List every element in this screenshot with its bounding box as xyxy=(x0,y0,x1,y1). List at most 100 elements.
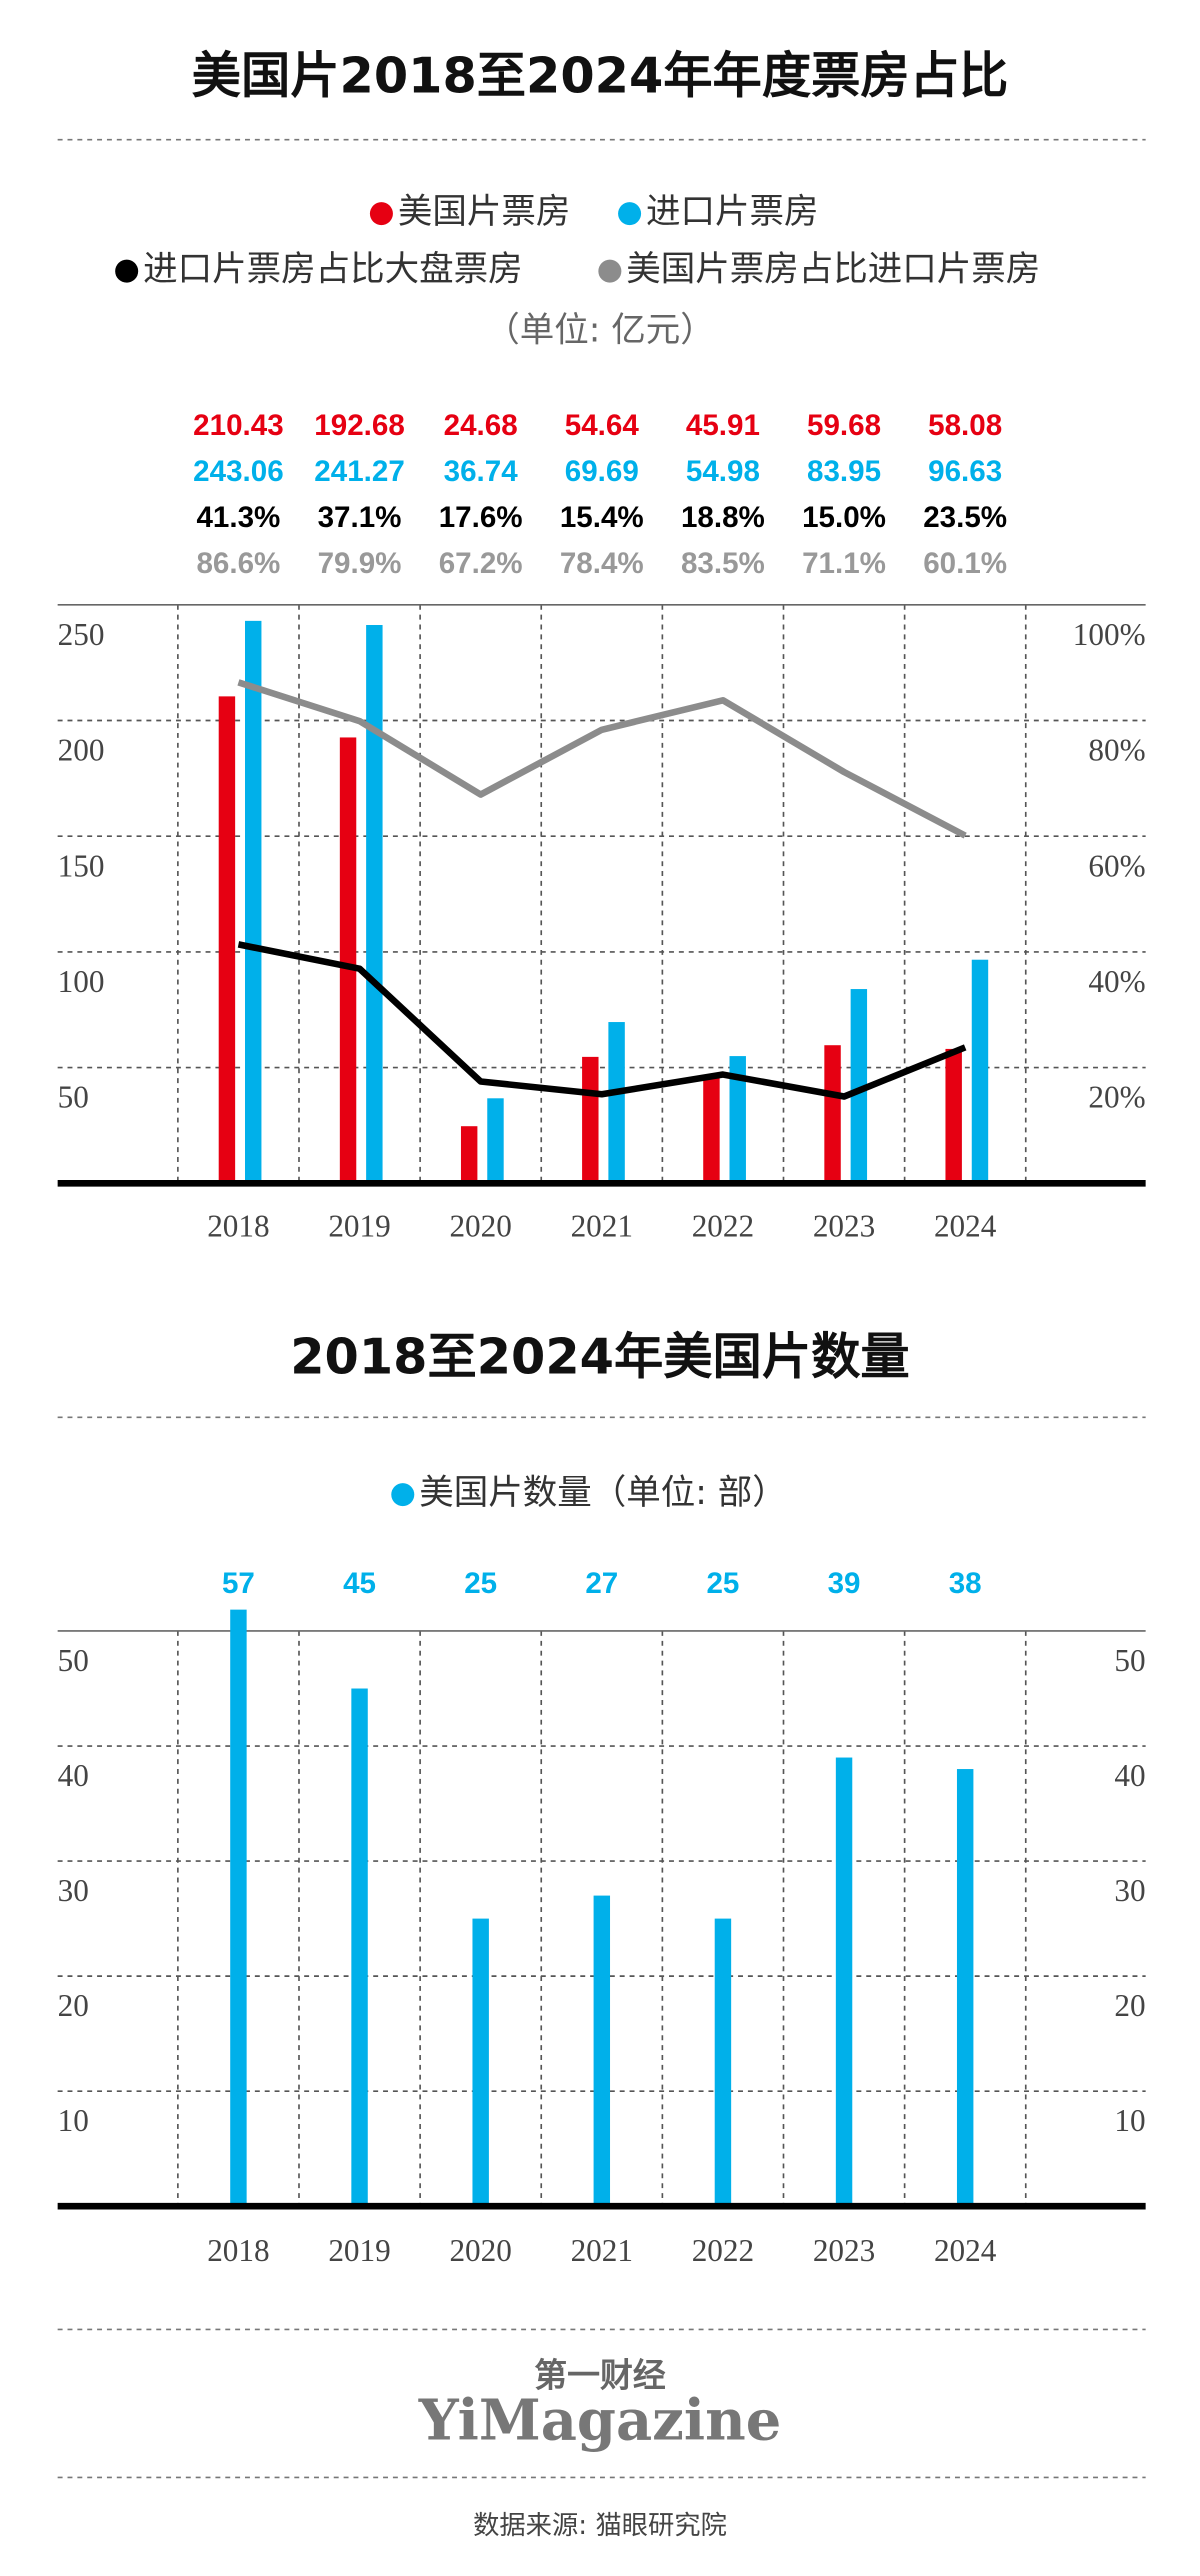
value-label: 96.63 xyxy=(928,455,1002,488)
logo: YiMagazine xyxy=(418,2388,782,2453)
value-label: 25 xyxy=(706,1567,739,1600)
y-tick-label: 50 xyxy=(1114,1643,1145,1678)
y2-tick-label: 40% xyxy=(1088,964,1145,999)
x-tick-label: 2024 xyxy=(934,1209,997,1244)
y2-tick-label: 60% xyxy=(1088,848,1145,883)
bar xyxy=(593,1895,611,2207)
bar xyxy=(245,620,262,1184)
y-tick-label: 40 xyxy=(58,1758,89,1793)
value-label: 54.98 xyxy=(686,455,760,488)
value-label: 18.8% xyxy=(681,501,765,534)
chart-title: 美国片2018至2024年年度票房占比 xyxy=(192,46,1009,104)
value-label: 27 xyxy=(585,1567,618,1600)
x-tick-label: 2022 xyxy=(692,2233,754,2268)
x-tick-label: 2020 xyxy=(449,1209,511,1244)
legend-label: 美国片票房占比进口片票房 xyxy=(626,250,1040,290)
value-label: 83.95 xyxy=(807,455,881,488)
line-series xyxy=(237,941,967,1100)
value-label: 37.1% xyxy=(318,501,402,534)
value-label: 241.27 xyxy=(314,455,404,488)
y-tick-label: 30 xyxy=(1114,1873,1145,1908)
value-label: 67.2% xyxy=(439,547,523,580)
value-label: 243.06 xyxy=(193,455,283,488)
x-tick-label: 2023 xyxy=(813,2233,875,2268)
y2-tick-label: 100% xyxy=(1073,617,1146,652)
value-label: 78.4% xyxy=(560,547,644,580)
value-label: 192.68 xyxy=(314,409,404,442)
bar xyxy=(971,959,989,1184)
value-label: 83.5% xyxy=(681,547,765,580)
value-label: 59.68 xyxy=(807,409,881,442)
y-tick-label: 150 xyxy=(58,848,105,883)
value-label: 54.64 xyxy=(565,409,640,442)
y-tick-label: 10 xyxy=(1114,2103,1145,2138)
y-tick-label: 10 xyxy=(58,2103,89,2138)
x-tick-label: 2020 xyxy=(449,2233,511,2268)
bar xyxy=(582,1056,599,1184)
value-label: 24.68 xyxy=(444,409,518,442)
y-tick-label: 50 xyxy=(58,1080,89,1115)
value-label: 60.1% xyxy=(923,547,1007,580)
x-tick-label: 2019 xyxy=(328,1209,390,1244)
bar xyxy=(351,1688,368,2207)
x-tick-label: 2023 xyxy=(813,1209,875,1244)
legend-label: 美国片数量（单位: 部） xyxy=(419,1473,787,1513)
value-label: 57 xyxy=(222,1567,255,1600)
legend-label: 美国片票房 xyxy=(398,192,570,232)
bar xyxy=(487,1098,504,1184)
legend-label: 进口片票房 xyxy=(646,192,819,232)
value-label: 15.4% xyxy=(560,501,644,534)
value-label: 86.6% xyxy=(196,547,280,580)
legend-marker xyxy=(598,259,622,283)
bar xyxy=(230,1609,247,2207)
source: 数据来源: 猫眼研究院 xyxy=(473,2511,727,2541)
value-label: 58.08 xyxy=(928,409,1002,442)
value-label: 39 xyxy=(828,1567,861,1600)
bar xyxy=(703,1077,720,1184)
bar xyxy=(366,625,383,1184)
bar xyxy=(218,696,236,1184)
y-tick-label: 20 xyxy=(1114,1988,1145,2023)
bar xyxy=(460,1126,478,1184)
bar xyxy=(729,1056,746,1184)
unit-label: （单位: 亿元） xyxy=(485,310,715,350)
x-tick-label: 2021 xyxy=(571,2233,633,2268)
x-tick-label: 2018 xyxy=(207,1209,269,1244)
y-tick-label: 40 xyxy=(1114,1758,1145,1793)
x-tick-label: 2018 xyxy=(207,2233,269,2268)
bar xyxy=(956,1769,974,2207)
value-label: 38 xyxy=(949,1567,982,1600)
y-tick-label: 20 xyxy=(58,1988,89,2023)
value-label: 17.6% xyxy=(439,501,523,534)
legend-marker xyxy=(618,202,642,226)
bar xyxy=(850,989,868,1184)
y-tick-label: 250 xyxy=(58,617,105,652)
value-label: 210.43 xyxy=(193,409,283,442)
value-label: 45 xyxy=(343,1567,376,1600)
legend-marker xyxy=(369,202,393,226)
value-label: 71.1% xyxy=(802,547,886,580)
chart-title: 2018至2024年美国片数量 xyxy=(290,1327,910,1385)
bar xyxy=(714,1918,732,2207)
value-label: 36.74 xyxy=(444,455,519,488)
x-tick-label: 2024 xyxy=(934,2233,997,2268)
value-label: 25 xyxy=(464,1567,497,1600)
legend-label: 进口片票房占比大盘票房 xyxy=(143,250,523,290)
y-tick-label: 50 xyxy=(58,1643,89,1678)
value-label: 41.3% xyxy=(196,501,280,534)
value-label: 79.9% xyxy=(318,547,402,580)
value-label: 45.91 xyxy=(686,409,760,442)
y-tick-label: 30 xyxy=(58,1873,89,1908)
bar xyxy=(472,1918,489,2207)
bar xyxy=(824,1045,841,1184)
y-tick-label: 200 xyxy=(58,733,105,768)
value-label: 23.5% xyxy=(923,501,1007,534)
bars xyxy=(230,1609,974,2207)
value-label: 15.0% xyxy=(802,501,886,534)
x-tick-label: 2019 xyxy=(328,2233,390,2268)
y-tick-label: 100 xyxy=(58,964,105,999)
bar xyxy=(945,1048,962,1184)
x-tick-label: 2021 xyxy=(571,1209,633,1244)
